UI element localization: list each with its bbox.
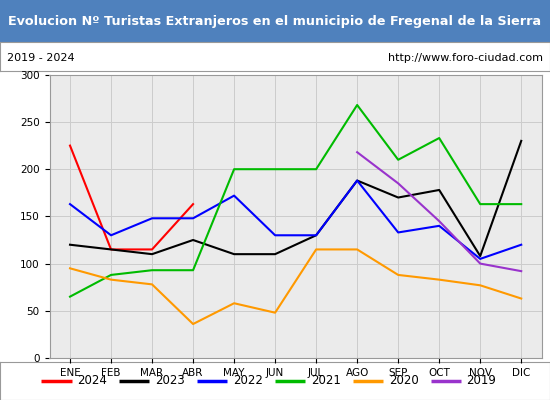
Text: 2019: 2019 <box>466 374 497 388</box>
Text: 2024: 2024 <box>77 374 107 388</box>
Text: 2019 - 2024: 2019 - 2024 <box>7 53 74 63</box>
Text: 2021: 2021 <box>311 374 340 388</box>
Text: Evolucion Nº Turistas Extranjeros en el municipio de Fregenal de la Sierra: Evolucion Nº Turistas Extranjeros en el … <box>8 14 542 28</box>
Text: http://www.foro-ciudad.com: http://www.foro-ciudad.com <box>388 53 543 63</box>
Text: 2020: 2020 <box>389 374 419 388</box>
Text: 2022: 2022 <box>233 374 263 388</box>
Text: 2023: 2023 <box>155 374 185 388</box>
